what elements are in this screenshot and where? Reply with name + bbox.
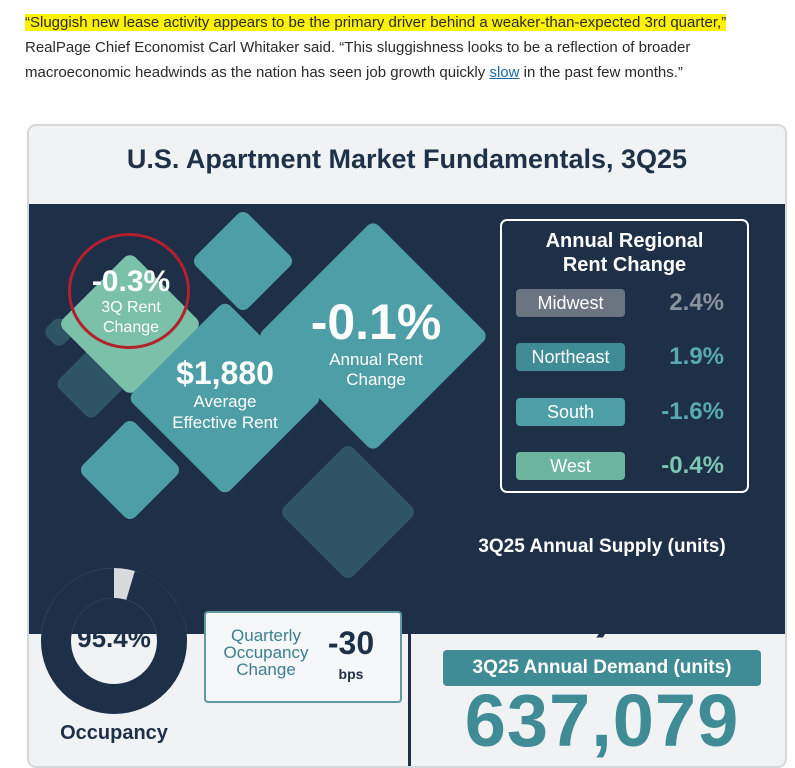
regional-title-line-1: Annual Regional xyxy=(545,230,704,252)
effective-rent-label-1: Average xyxy=(193,392,257,411)
effective-rent-value: $1,880 xyxy=(176,355,274,391)
region-value: 1.9% xyxy=(669,343,724,370)
region-pill: Northeast xyxy=(516,343,625,371)
annual-rent-label-1: Annual Rent xyxy=(329,350,423,369)
diamond-decor xyxy=(190,208,296,314)
region-row-west: West -0.4% xyxy=(516,452,738,482)
occupancy-value: 95.4% xyxy=(77,623,151,653)
demand-value: 637,079 xyxy=(464,679,740,762)
quarterly-occupancy-box: Quarterly Occupancy Change -30 bps xyxy=(204,611,402,703)
quote-line-3-after: in the past few months.” xyxy=(519,64,683,81)
infographic-card: U.S. Apartment Market Fundamentals, 3Q25… xyxy=(27,124,787,768)
diamond-decor xyxy=(278,442,418,582)
annual-rent-group: -0.1% Annual Rent Change xyxy=(297,294,455,390)
region-value: -1.6% xyxy=(661,398,724,425)
regional-rent-box: Annual Regional Rent Change Midwest 2.4%… xyxy=(500,219,749,493)
occupancy-donut xyxy=(41,568,187,714)
infographic-title: U.S. Apartment Market Fundamentals, 3Q25 xyxy=(126,144,688,174)
annual-rent-label-2: Change xyxy=(346,370,406,389)
donut-occupied-arc xyxy=(41,568,187,714)
quarterly-occupancy-label: Quarterly Occupancy Change xyxy=(214,627,318,678)
q-occ-line-1: Quarterly xyxy=(231,626,301,645)
effective-rent-label-2: Effective Rent xyxy=(172,413,278,432)
q-occ-line-3: Change xyxy=(236,660,296,679)
regional-title: Annual Regional Rent Change xyxy=(502,229,747,277)
quote-line-3-before: macroeconomic headwinds as the nation ha… xyxy=(25,64,490,81)
region-pill: West xyxy=(516,452,625,480)
slow-link[interactable]: slow xyxy=(489,64,520,81)
demand-label: 3Q25 Annual Demand (units) xyxy=(443,650,761,686)
effective-rent-group: $1,880 Average Effective Rent xyxy=(145,355,305,433)
red-highlight-circle xyxy=(68,233,190,349)
region-pill: South xyxy=(516,398,625,426)
occupancy-label: Occupancy xyxy=(60,722,168,744)
rent-band: -0.3% 3Q Rent Change $1,880 Average Effe… xyxy=(29,204,785,634)
region-value: -0.4% xyxy=(661,452,724,479)
supply-value: 474,859 xyxy=(464,559,740,642)
region-row-midwest: Midwest 2.4% xyxy=(516,289,738,319)
highlighted-quote: “Sluggish new lease activity appears to … xyxy=(25,14,727,31)
quarterly-occupancy-value: -30 xyxy=(327,625,375,661)
annual-rent-value: -0.1% xyxy=(310,294,442,350)
region-pill: Midwest xyxy=(516,289,625,317)
section-divider xyxy=(408,539,411,766)
q-occ-line-2: Occupancy xyxy=(223,643,309,662)
region-row-south: South -1.6% xyxy=(516,398,738,428)
regional-title-line-2: Rent Change xyxy=(562,254,687,276)
region-value: 2.4% xyxy=(669,289,724,316)
region-row-northeast: Northeast 1.9% xyxy=(516,343,738,373)
quarterly-occupancy-unit: bps xyxy=(338,666,364,682)
supply-label: 3Q25 Annual Supply (units) xyxy=(443,529,761,565)
quote-line-2: RealPage Chief Economist Carl Whitaker s… xyxy=(25,39,691,56)
quote-paragraph: “Sluggish new lease activity appears to … xyxy=(25,10,785,85)
